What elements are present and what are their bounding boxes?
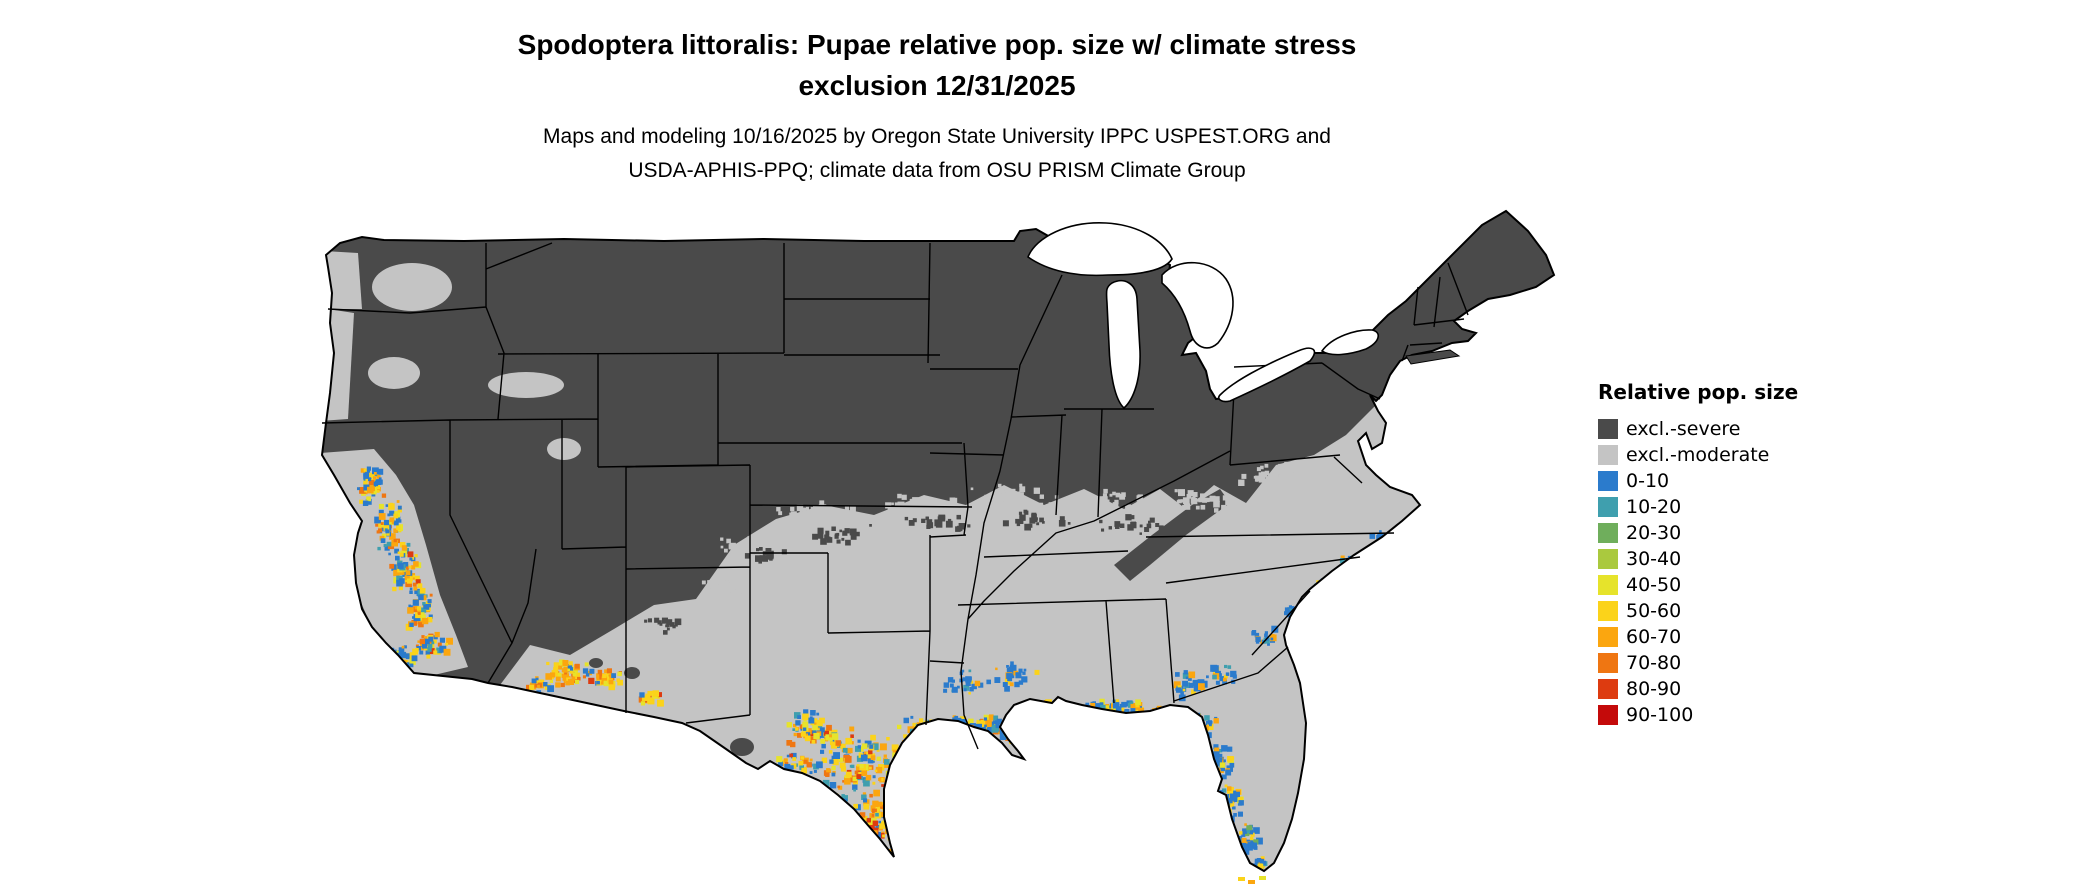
- lake-ontario: [1320, 329, 1379, 356]
- legend-swatch: [1598, 601, 1618, 621]
- legend-label: 10-20: [1626, 496, 1682, 518]
- legend-swatch: [1598, 445, 1618, 465]
- map-region-salt-lake: [547, 438, 581, 460]
- lake-huron: [1161, 261, 1234, 349]
- legend-entry-70-80: 70-80: [1598, 650, 1798, 676]
- figure-header: Spodoptera littoralis: Pupae relative po…: [0, 24, 1874, 188]
- legend-rows: excl.-severe excl.-moderate 0-10 10-20 20-30…: [1598, 416, 1798, 728]
- legend-label: 0-10: [1626, 470, 1670, 492]
- legend-label: 90-100: [1626, 704, 1694, 726]
- legend-label: 80-90: [1626, 678, 1682, 700]
- great-lakes: [1027, 222, 1379, 410]
- legend-label: excl.-severe: [1626, 418, 1741, 440]
- figure-title-line2: exclusion 12/31/2025: [798, 70, 1076, 101]
- map-region-excl-moderate-wa-coast: [324, 251, 362, 309]
- legend-entry-80-90: 80-90: [1598, 676, 1798, 702]
- figure-subtitle: Maps and modeling 10/16/2025 by Oregon S…: [0, 120, 1874, 188]
- legend-entry-50-60: 50-60: [1598, 598, 1798, 624]
- legend-label: excl.-moderate: [1626, 444, 1770, 466]
- legend-swatch: [1598, 419, 1618, 439]
- long-island: [1405, 349, 1461, 365]
- map-region-nm-mtns-1: [624, 667, 640, 679]
- legend-label: 20-30: [1626, 522, 1682, 544]
- legend-swatch: [1598, 471, 1618, 491]
- legend-entry-10-20: 10-20: [1598, 494, 1798, 520]
- figure-subtitle-line1: Maps and modeling 10/16/2025 by Oregon S…: [543, 125, 1331, 148]
- us-map-svg: [321, 210, 1555, 884]
- legend-swatch: [1598, 679, 1618, 699]
- legend-label: 70-80: [1626, 652, 1682, 674]
- legend-entry-excl-severe: excl.-severe: [1598, 416, 1798, 442]
- legend-label: 50-60: [1626, 600, 1682, 622]
- lake-erie: [1217, 347, 1316, 403]
- us-map: [314, 203, 1559, 890]
- figure-subtitle-line2: USDA-APHIS-PPQ; climate data from OSU PR…: [628, 159, 1246, 182]
- legend-entry-90-100: 90-100: [1598, 702, 1798, 728]
- legend-swatch: [1598, 627, 1618, 647]
- legend-entry-0-10: 0-10: [1598, 468, 1798, 494]
- map-region-central-oregon: [368, 357, 420, 389]
- legend-swatch: [1598, 523, 1618, 543]
- state-borders: [321, 242, 1469, 750]
- figure-title: Spodoptera littoralis: Pupae relative po…: [0, 24, 1874, 106]
- legend-swatch: [1598, 575, 1618, 595]
- legend-entry-excl-moderate: excl.-moderate: [1598, 442, 1798, 468]
- legend-label: 60-70: [1626, 626, 1682, 648]
- legend: Relative pop. size excl.-severe excl.-mod…: [1598, 380, 1798, 728]
- legend-entry-20-30: 20-30: [1598, 520, 1798, 546]
- legend-label: 30-40: [1626, 548, 1682, 570]
- map-region-snake-plain: [488, 372, 564, 398]
- legend-swatch: [1598, 497, 1618, 517]
- legend-label: 40-50: [1626, 574, 1682, 596]
- legend-swatch: [1598, 549, 1618, 569]
- florida-keys: [1238, 876, 1266, 884]
- legend-swatch: [1598, 653, 1618, 673]
- map-region-nm-mtns-2: [589, 658, 603, 668]
- legend-title: Relative pop. size: [1598, 380, 1799, 404]
- legend-entry-40-50: 40-50: [1598, 572, 1798, 598]
- map-region-west-texas-mtns: [730, 738, 754, 756]
- map-region-columbia-basin: [372, 263, 452, 311]
- map-region-appalachians: [1114, 489, 1230, 581]
- legend-entry-60-70: 60-70: [1598, 624, 1798, 650]
- legend-entry-30-40: 30-40: [1598, 546, 1798, 572]
- lake-michigan: [1105, 279, 1141, 410]
- legend-swatch: [1598, 705, 1618, 725]
- figure-title-line1: Spodoptera littoralis: Pupae relative po…: [517, 29, 1357, 60]
- lake-superior: [1027, 222, 1173, 277]
